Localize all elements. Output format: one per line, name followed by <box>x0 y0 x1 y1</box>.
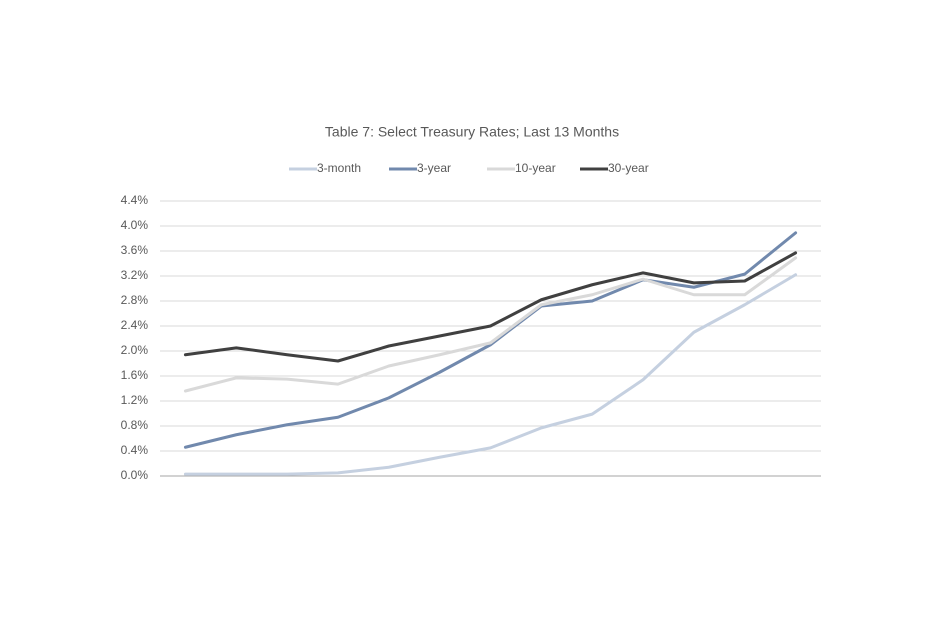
y-tick-label: 0.8% <box>121 418 149 432</box>
y-tick-label: 2.0% <box>121 343 149 357</box>
chart-title: Table 7: Select Treasury Rates; Last 13 … <box>325 124 619 140</box>
series-line <box>183 231 798 449</box>
y-tick-label: 4.0% <box>121 218 149 232</box>
y-tick-label: 1.6% <box>121 368 149 382</box>
legend-label: 30-year <box>608 161 649 175</box>
y-tick-label: 2.8% <box>121 293 149 307</box>
y-tick-label: 3.6% <box>121 243 149 257</box>
y-tick-label: 4.4% <box>121 193 149 207</box>
y-tick-label: 1.2% <box>121 393 149 407</box>
legend-label: 3-year <box>417 161 451 175</box>
y-tick-label: 2.4% <box>121 318 149 332</box>
series-line <box>183 256 798 393</box>
y-tick-label: 0.0% <box>121 468 149 482</box>
legend-label: 10-year <box>515 161 556 175</box>
legend-label: 3-month <box>317 161 361 175</box>
series-line <box>183 251 798 363</box>
y-tick-label: 3.2% <box>121 268 149 282</box>
series-line <box>183 273 798 476</box>
y-tick-label: 0.4% <box>121 443 149 457</box>
